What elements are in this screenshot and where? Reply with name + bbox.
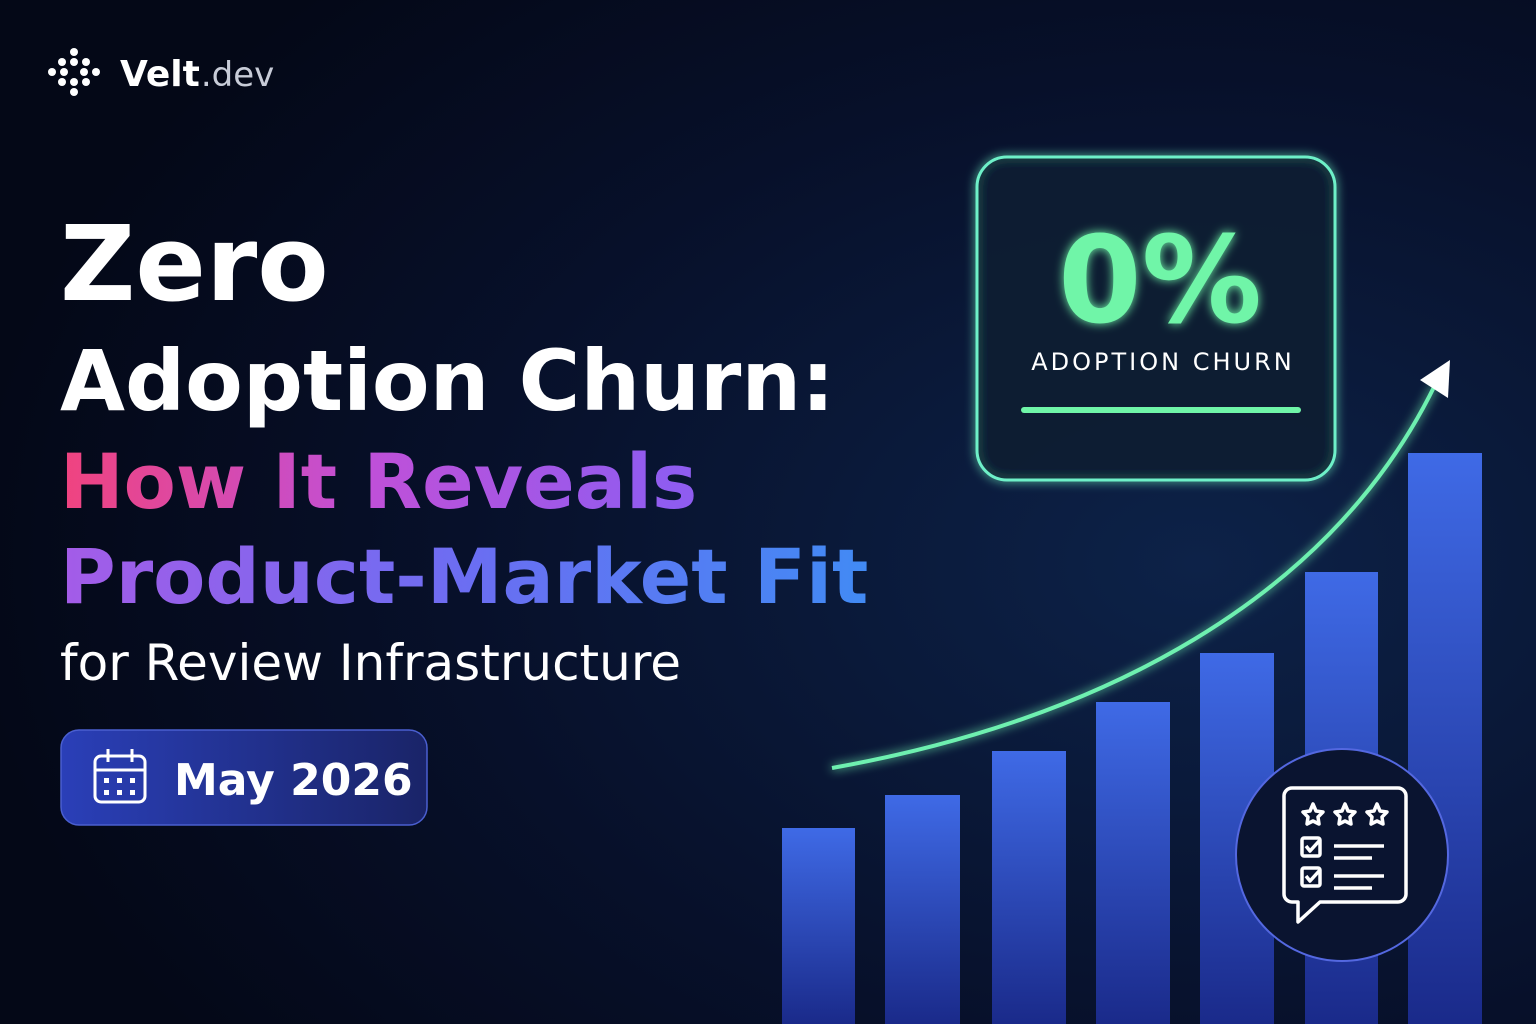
calendar-icon [93,749,147,804]
stat-card [975,155,1337,482]
growth-curve [831,384,1437,770]
stat-label: ADOPTION CHURN [1031,348,1294,376]
logo-icon [48,48,100,96]
brand-name: Velt [120,54,200,95]
review-icon [1282,786,1408,924]
headline-line: How It Reveals [60,437,697,526]
headline-line: for Review Infrastructure [60,634,681,692]
growth-arrowhead [1420,360,1450,398]
headline-line: Adoption Churn: [60,332,835,430]
headline-line: Zero [60,203,329,325]
headline-line: Product-Market Fit [60,532,868,621]
review-badge [1235,748,1449,962]
brand-suffix: .dev [201,55,274,95]
calendar-dots [104,778,135,795]
stat-value: 0% [1058,212,1262,351]
date-text: May 2026 [174,755,413,806]
date-pill [60,729,428,826]
